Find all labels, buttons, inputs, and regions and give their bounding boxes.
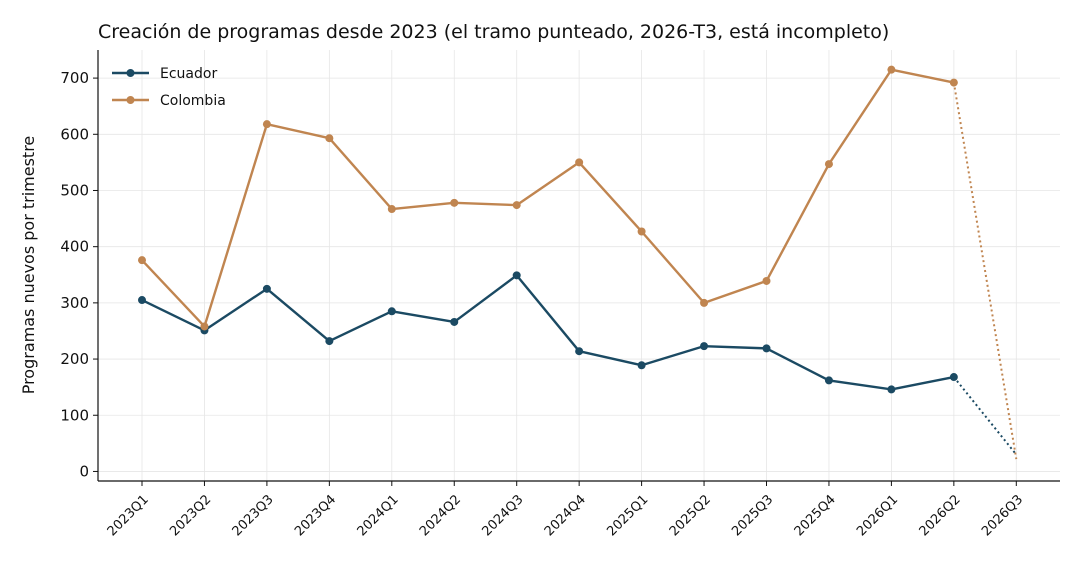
series-group [138,65,1018,460]
data-point-colombia-2 [262,120,271,129]
data-point-ecuador-7 [575,347,584,356]
data-point-ecuador-8 [637,361,646,370]
y-tick-label-0: 0 [79,462,89,480]
series-ecuador [138,271,1018,456]
series-line-colombia [141,68,955,328]
data-point-colombia-5 [450,198,459,207]
data-point-colombia-6 [512,201,521,210]
data-point-ecuador-6 [512,271,521,280]
x-tick-label-14: 2026Q3 [979,492,1026,539]
y-tick-label-4: 400 [60,238,89,256]
data-point-ecuador-3 [325,337,334,346]
legend-swatch-marker-colombia [126,96,135,104]
x-axis-ticks: 2023Q1 2023Q2 2023Q3 2023Q4 2024Q1 2024Q2 2024… [105,481,1026,539]
y-axis-label: Programas nuevos por trimestre [19,136,38,395]
legend: Ecuador Colombia [112,66,226,109]
series-incomplete-segment-ecuador [953,376,1018,456]
y-axis-ticks: 0 100 200 300 400 500 600 700 [60,69,98,480]
x-tick-label-3: 2023Q4 [292,492,339,539]
x-tick-label-5: 2024Q2 [417,492,464,539]
data-point-colombia-8 [637,227,646,236]
y-tick-label-1: 100 [60,406,89,424]
series-line-ecuador [141,274,955,391]
x-tick-label-0: 2023Q1 [105,492,152,539]
legend-item-ecuador: Ecuador [112,66,217,82]
data-point-ecuador-2 [262,284,271,293]
data-point-colombia-4 [387,205,396,214]
data-point-ecuador-12 [887,385,896,394]
data-point-ecuador-11 [824,376,833,385]
data-point-ecuador-13 [949,373,958,382]
data-point-ecuador-4 [387,307,396,316]
data-point-ecuador-9 [700,342,709,351]
x-tick-label-12: 2026Q1 [854,492,901,539]
x-tick-label-6: 2024Q3 [479,492,526,539]
series-colombia [138,65,1018,460]
data-point-colombia-1 [200,322,209,331]
data-point-colombia-9 [700,298,709,307]
series-incomplete-segment-colombia [952,82,1018,460]
y-tick-label-3: 300 [60,294,89,312]
x-tick-label-10: 2025Q3 [729,492,776,539]
x-tick-label-4: 2024Q1 [355,492,402,539]
data-point-colombia-12 [887,65,896,74]
y-tick-label-5: 500 [60,181,89,199]
chart-title: Creación de programas desde 2023 (el tra… [98,21,889,43]
data-point-ecuador-5 [450,317,459,326]
legend-label-colombia: Colombia [160,93,226,109]
data-point-colombia-11 [824,160,833,169]
y-tick-label-7: 700 [60,69,89,87]
grid-lines [98,50,1060,481]
y-tick-label-6: 600 [60,125,89,143]
x-tick-label-11: 2025Q4 [792,492,839,539]
data-point-colombia-13 [949,78,958,87]
x-tick-label-13: 2026Q2 [917,492,964,539]
legend-swatch-marker-ecuador [126,69,135,77]
data-point-colombia-7 [575,158,584,167]
data-point-colombia-10 [762,276,771,285]
y-tick-label-2: 200 [60,350,89,368]
x-tick-label-8: 2025Q1 [604,492,651,539]
x-tick-label-7: 2024Q4 [542,492,589,539]
legend-label-ecuador: Ecuador [160,66,217,82]
data-point-colombia-3 [325,134,334,143]
x-tick-label-9: 2025Q2 [667,492,714,539]
data-point-colombia-0 [138,256,146,265]
x-tick-label-1: 2023Q2 [167,492,214,539]
legend-item-colombia: Colombia [112,93,226,109]
data-point-ecuador-0 [138,296,146,305]
x-tick-label-2: 2023Q3 [230,492,277,539]
data-point-ecuador-10 [762,344,771,353]
